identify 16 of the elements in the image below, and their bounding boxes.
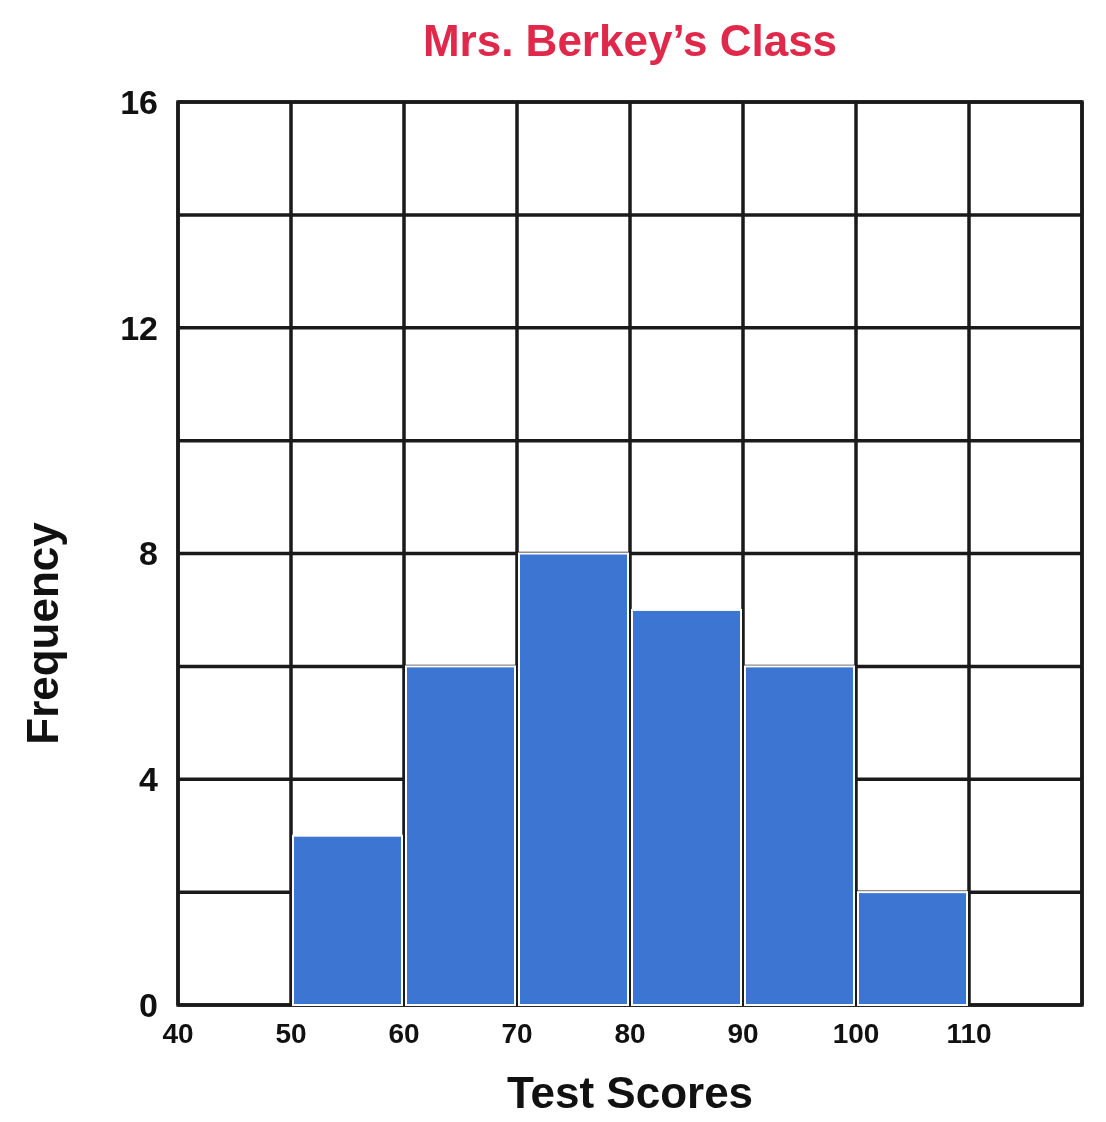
y-tick-label: 8 [139, 534, 158, 573]
x-tick-label: 100 [832, 1018, 880, 1049]
y-tick-label: 16 [120, 82, 158, 121]
y-tick-label: 12 [120, 308, 158, 347]
x-tick-label: 70 [501, 1018, 533, 1049]
chart-title: Mrs. Berkey’s Class [422, 16, 838, 65]
x-tick-label: 80 [614, 1018, 646, 1049]
y-tick-label: 0 [139, 985, 158, 1024]
x-tick-label: 90 [727, 1018, 759, 1049]
y-tick-label: 4 [139, 760, 159, 799]
y-axis-title: Frequency [18, 521, 67, 745]
x-tick-label: 50 [275, 1018, 307, 1049]
x-tick-label: 60 [388, 1018, 420, 1049]
x-tick-label: 110 [946, 1018, 992, 1049]
x-axis-title: Test Scores [506, 1068, 754, 1117]
x-tick-label: 40 [162, 1018, 194, 1049]
